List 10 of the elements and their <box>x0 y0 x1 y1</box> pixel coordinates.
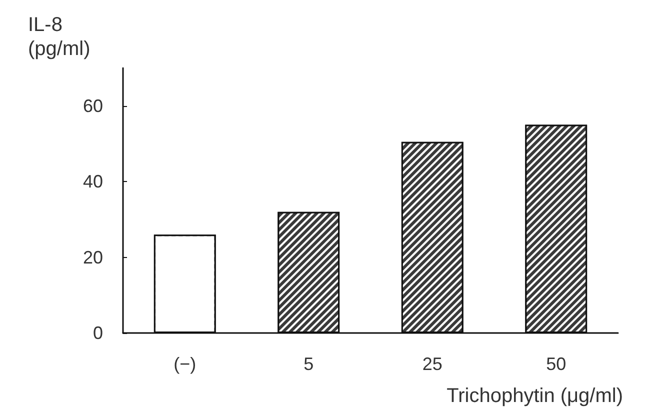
y-tick-label: 20 <box>82 247 103 268</box>
y-axis-title: IL-8 (pg/ml) <box>28 14 90 60</box>
x-tick-label: (−) <box>174 354 196 374</box>
x-tick-label: 25 <box>422 354 442 374</box>
y-tick-label: 0 <box>92 323 103 343</box>
x-tick-label: 50 <box>546 354 566 374</box>
y-tick-label: 40 <box>82 172 103 192</box>
x-tick-label: 5 <box>304 354 314 374</box>
x-axis-title: Trichophytin (μg/ml) <box>446 385 624 407</box>
y-tick-label: 60 <box>82 96 103 116</box>
